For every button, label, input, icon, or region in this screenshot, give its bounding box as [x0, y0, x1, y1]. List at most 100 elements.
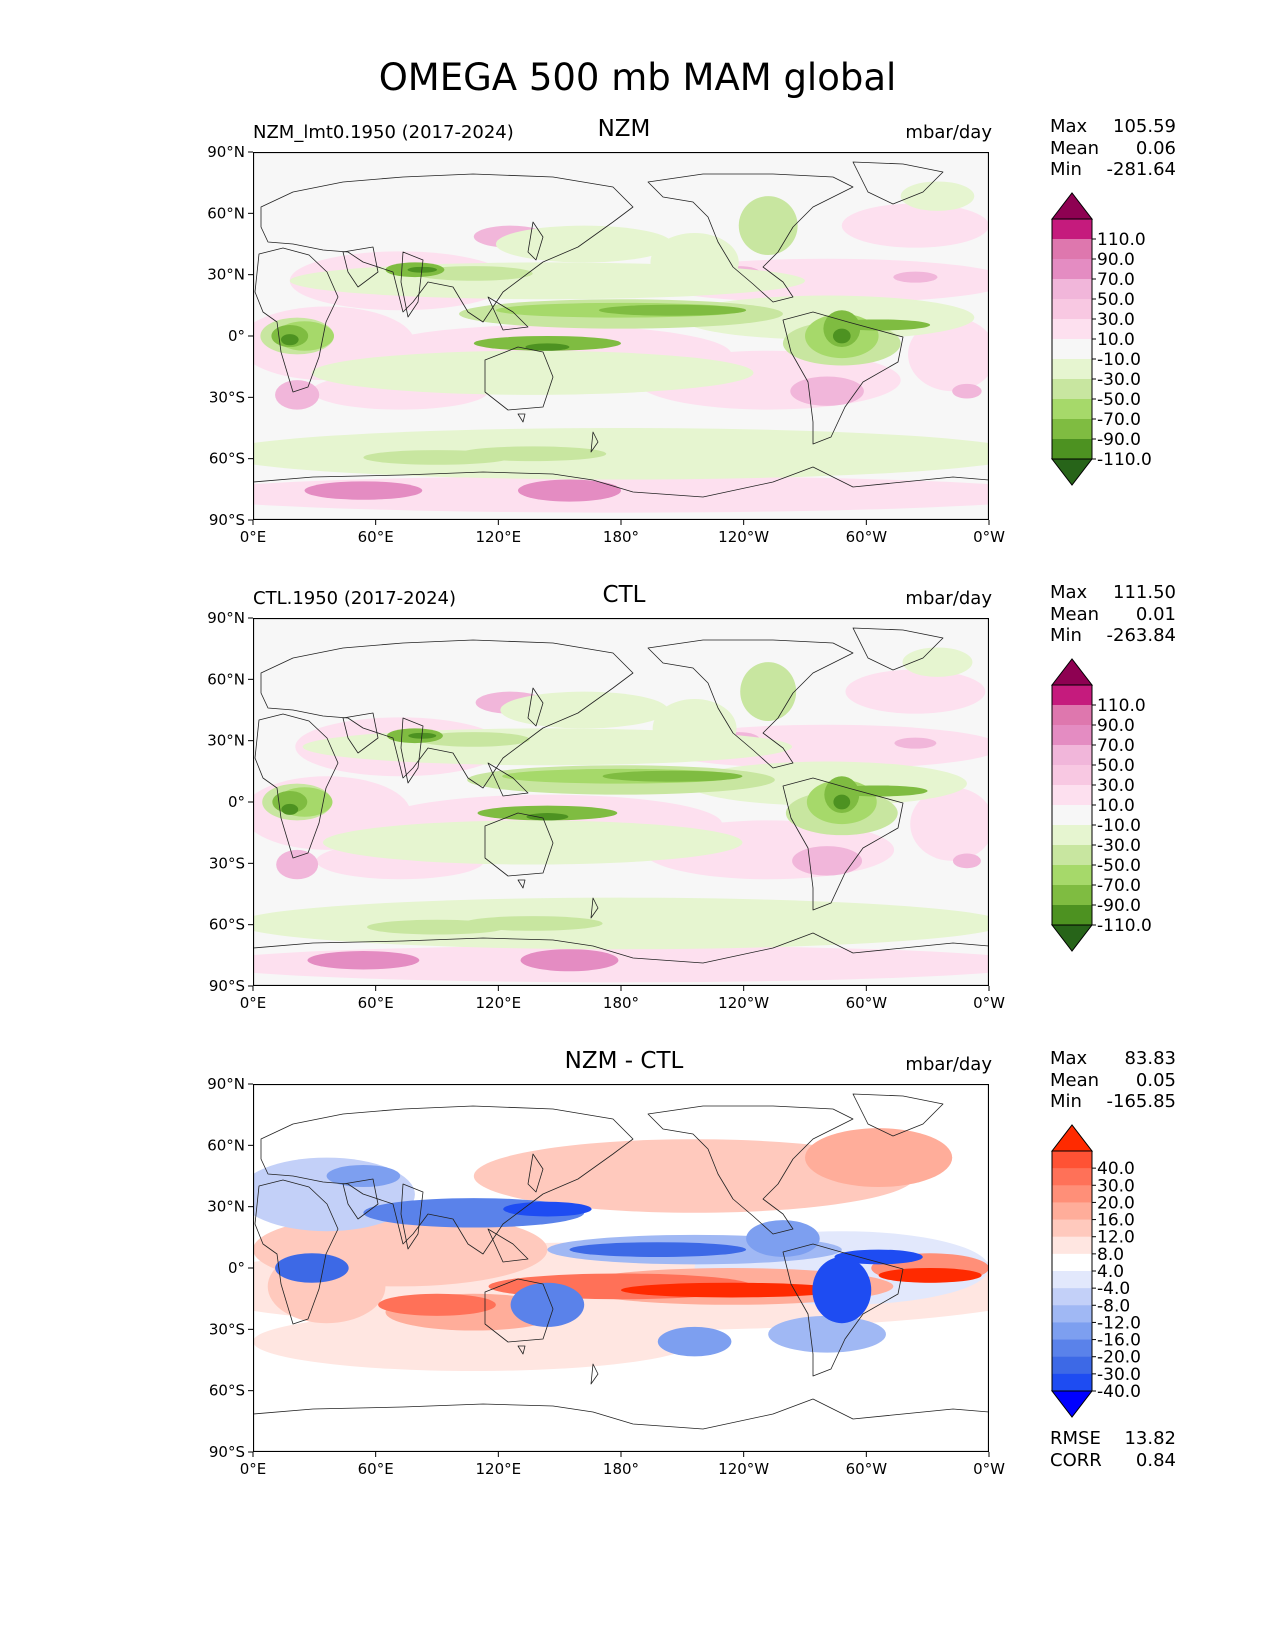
colorbar-segment [1052, 419, 1092, 440]
colorbar-tick-label: -50.0 [1097, 856, 1141, 876]
colorbar-extend-bottom [1050, 458, 1094, 486]
panel-nzm-center-title: NZM [597, 116, 651, 142]
lon-tick-label: 120°E [476, 994, 522, 1012]
field-contour [833, 794, 851, 810]
colorbar-segment [1052, 1271, 1092, 1289]
field-contour [740, 662, 797, 722]
field-contour [827, 319, 931, 331]
map-frame [253, 152, 989, 520]
field-contour [841, 203, 989, 248]
colorbar-segment [1052, 379, 1092, 400]
lon-tick-label: 0°E [240, 994, 267, 1012]
field-contour [253, 428, 989, 480]
field-contour [768, 1315, 886, 1353]
colorbar-segment [1052, 805, 1092, 826]
metric-value: 13.82 [1124, 1428, 1176, 1449]
field-contour [902, 647, 973, 677]
panel-ctl-center-title: CTL [602, 582, 646, 608]
colorbar-tick-label: 30.0 [1097, 776, 1135, 796]
colorbar-tick-label: -4.0 [1097, 1279, 1130, 1299]
field-contour [304, 481, 423, 500]
stat-label: Min [1050, 159, 1082, 180]
colorbar-extend-top [1050, 1124, 1094, 1152]
field-contour [569, 1242, 747, 1257]
colorbar-tick-label: 90.0 [1097, 716, 1135, 736]
colorbar-segment [1052, 865, 1092, 886]
field-contour [598, 304, 747, 316]
colorbar-tick-label: 50.0 [1097, 756, 1135, 776]
colorbar-segment [1052, 359, 1092, 380]
stat-label: Max [1050, 582, 1088, 603]
colorbar-tick-label: 8.0 [1097, 1245, 1124, 1265]
panel-diff-center-title: NZM - CTL [564, 1048, 684, 1074]
field-contour [272, 790, 308, 814]
colorbar-tick-label: 30.0 [1097, 310, 1135, 330]
field-contour [311, 350, 754, 395]
colorbar-tick-label: -30.0 [1097, 370, 1141, 390]
colorbar-tick-label: -8.0 [1097, 1296, 1130, 1316]
field-contour [407, 266, 437, 273]
field-contour [657, 1326, 732, 1357]
metric-label: CORR [1050, 1449, 1102, 1471]
metric-label: RMSE [1050, 1428, 1101, 1449]
stat-label: Min [1050, 1091, 1082, 1112]
colorbar-segment [1052, 1202, 1092, 1221]
field-contour [517, 479, 621, 502]
colorbar-tick-label: 16.0 [1097, 1211, 1135, 1231]
field-contour [908, 317, 989, 392]
field-contour [792, 846, 863, 876]
colorbar-tick-label: 110.0 [1097, 696, 1146, 716]
stat-label: Mean [1050, 1069, 1100, 1091]
field-contour [526, 813, 569, 821]
colorbar-segment [1052, 339, 1092, 360]
field-contour [253, 1312, 695, 1372]
lat-tick-label: 90°N [207, 143, 245, 161]
colorbar-tick-label: -10.0 [1097, 816, 1141, 836]
colorbar-segment [1052, 1305, 1092, 1323]
colorbar-tick-label: 110.0 [1097, 230, 1146, 250]
coastlines [253, 627, 989, 964]
lat-tick-label: 60°N [207, 204, 245, 222]
field-contour [805, 1128, 953, 1188]
stat-value: 0.01 [1135, 603, 1176, 625]
colorbar-segment [1052, 905, 1092, 926]
panel-ctl-units: mbar/day [905, 588, 992, 609]
colorbar-tick-label: 10.0 [1097, 796, 1135, 816]
lat-tick-label: 60°S [209, 1382, 245, 1400]
colorbar-segment [1052, 845, 1092, 866]
colorbar-tick-label: 40.0 [1097, 1159, 1135, 1179]
lon-tick-label: 120°W [718, 528, 769, 546]
field-contour [812, 1256, 872, 1324]
lat-tick-label: 60°N [207, 1136, 245, 1154]
field-contour [952, 383, 982, 399]
colorbar-tick-label: -90.0 [1097, 896, 1141, 916]
lat-tick-label: 90°N [207, 609, 245, 627]
field-contour [602, 770, 743, 782]
field-contour [326, 1164, 401, 1188]
field-contour [621, 1282, 842, 1298]
field-contour [275, 380, 320, 410]
colorbar-extend-bottom [1050, 924, 1094, 952]
lon-tick-label: 0°W [973, 1460, 1005, 1478]
panel-diff-stats: Max 83.83 Mean 0.05 Min -165.85 [1050, 1048, 1176, 1113]
lon-tick-label: 0°W [973, 528, 1005, 546]
colorbar-segment [1052, 1236, 1092, 1255]
lat-tick-label: 60°S [209, 916, 245, 934]
stat-value: 0.05 [1135, 1069, 1176, 1091]
field-contour [790, 376, 864, 406]
colorbar-segment [1052, 1253, 1092, 1272]
field-contour [307, 951, 420, 970]
lat-tick-label: 90°S [209, 977, 245, 995]
colorbar-tick-label: 12.0 [1097, 1228, 1135, 1248]
figure-title: OMEGA 500 mb MAM global [378, 56, 897, 99]
colorbar-tick-label: -110.0 [1097, 450, 1152, 470]
colorbar-segment [1052, 825, 1092, 846]
field-contour [473, 336, 621, 351]
colorbar-segment [1052, 259, 1092, 280]
field-contour [408, 732, 437, 739]
field-contour [893, 271, 938, 283]
colorbar-segment [1052, 319, 1092, 340]
colorbar-tick-label: -30.0 [1097, 836, 1141, 856]
colorbar-segment [1052, 1168, 1092, 1186]
field-contour [495, 225, 673, 263]
